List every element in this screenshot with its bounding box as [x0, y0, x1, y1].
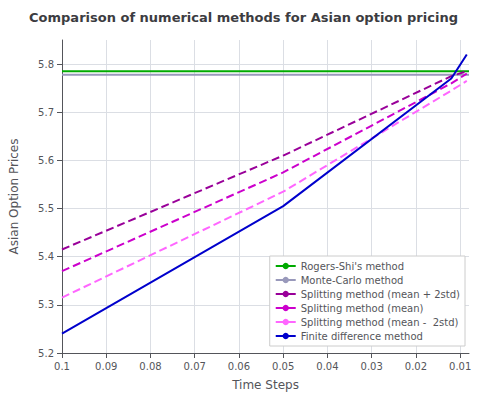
svg-text:5.2: 5.2 [38, 348, 54, 359]
svg-text:Splitting method (mean): Splitting method (mean) [301, 303, 424, 314]
svg-text:Rogers-Shi's method: Rogers-Shi's method [301, 261, 404, 272]
svg-text:0.02: 0.02 [405, 361, 427, 372]
svg-text:0.1: 0.1 [54, 361, 70, 372]
svg-text:5.5: 5.5 [38, 203, 54, 214]
svg-text:0.03: 0.03 [361, 361, 383, 372]
svg-text:Comparison of numerical method: Comparison of numerical methods for Asia… [29, 10, 458, 25]
svg-text:5.8: 5.8 [38, 59, 54, 70]
svg-text:Monte-Carlo method: Monte-Carlo method [301, 275, 404, 286]
svg-text:0.08: 0.08 [139, 361, 161, 372]
svg-text:Splitting method (mean - 2std: Splitting method (mean - 2std) [301, 317, 459, 328]
svg-text:5.7: 5.7 [38, 107, 54, 118]
svg-text:Splitting method (mean + 2std): Splitting method (mean + 2std) [301, 289, 460, 300]
svg-text:0.06: 0.06 [228, 361, 250, 372]
svg-text:0.07: 0.07 [184, 361, 206, 372]
svg-text:5.4: 5.4 [38, 251, 54, 262]
svg-text:Finite difference method: Finite difference method [301, 331, 423, 342]
svg-text:Time Steps: Time Steps [231, 378, 299, 392]
svg-text:5.3: 5.3 [38, 299, 54, 310]
svg-text:0.09: 0.09 [95, 361, 117, 372]
svg-text:Asian Option Prices: Asian Option Prices [7, 139, 21, 255]
svg-text:0.05: 0.05 [272, 361, 294, 372]
svg-text:5.6: 5.6 [38, 155, 54, 166]
svg-text:0.01: 0.01 [449, 361, 471, 372]
svg-text:0.04: 0.04 [316, 361, 338, 372]
